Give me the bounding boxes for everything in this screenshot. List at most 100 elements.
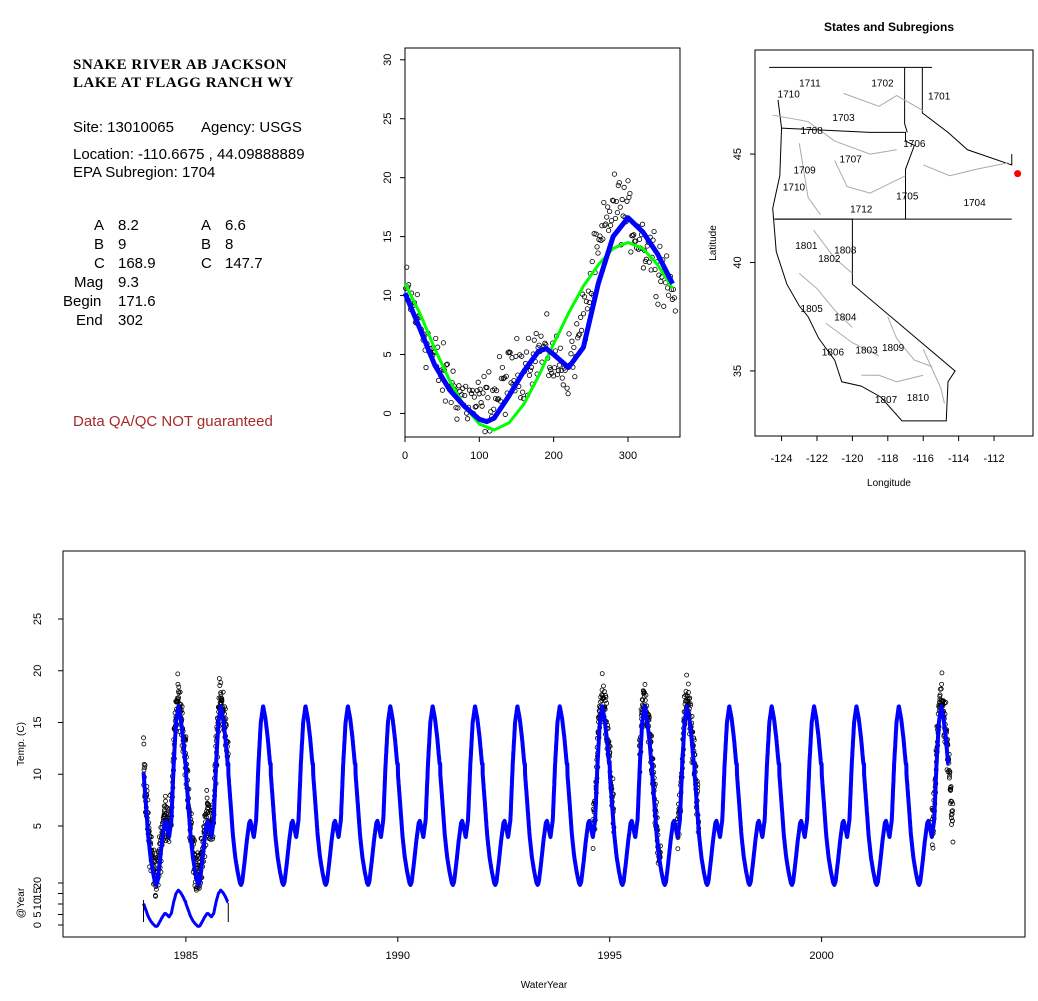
data-point (683, 688, 689, 694)
subregion-border (813, 229, 853, 274)
x-tick-label: 1990 (386, 950, 410, 962)
data-point (950, 839, 956, 845)
y2-tick-label: 10 (32, 898, 44, 910)
param-value: 8 (225, 236, 234, 253)
y-tick-label: 5 (382, 351, 394, 357)
region-label: 1808 (834, 246, 857, 257)
data-point (456, 383, 462, 389)
y-tick-label: 25 (32, 613, 44, 625)
region-label: 1703 (832, 113, 855, 124)
region-label: 1803 (855, 345, 878, 356)
region-label: 1810 (907, 393, 930, 404)
data-point (486, 369, 492, 375)
y2-tick-label: 0 (32, 922, 44, 928)
data-point (496, 353, 503, 360)
param-key: B (201, 236, 212, 253)
subregion-label: EPA Subregion: 1704 (73, 164, 216, 181)
data-point (514, 335, 520, 342)
data-point (175, 681, 181, 687)
data-point (564, 385, 570, 391)
data-point (531, 337, 537, 343)
data-point (615, 182, 621, 189)
data-point (585, 288, 591, 294)
region-label: 1705 (896, 191, 919, 202)
region-label: 1710 (778, 89, 801, 100)
data-point (423, 364, 429, 371)
y-tick-label: 45 (732, 148, 744, 160)
data-point (471, 394, 477, 400)
region-label: 1801 (795, 241, 818, 252)
y-tick-label: 40 (732, 256, 744, 268)
ts-ylabel: Temp. (C) (16, 722, 27, 766)
data-point (599, 671, 605, 677)
param-value: 8.2 (118, 217, 139, 234)
data-point (655, 301, 661, 307)
param-value: 9.3 (118, 274, 139, 291)
data-point (222, 706, 228, 712)
data-point (163, 798, 168, 804)
data-point (664, 253, 670, 259)
data-point (625, 178, 631, 184)
data-point (523, 349, 530, 355)
y2-tick-label: 20 (32, 877, 44, 889)
data-point (583, 298, 590, 305)
y2-tick-label: 5 (32, 911, 44, 917)
data-point (565, 391, 571, 397)
data-point (162, 793, 168, 799)
data-point (627, 190, 633, 197)
x-tick-label: -122 (806, 453, 828, 465)
param-value: 147.7 (225, 255, 263, 272)
x-tick-label: 200 (544, 450, 562, 462)
region-label: 1711 (799, 79, 821, 90)
data-point (578, 327, 585, 333)
data-point (581, 294, 588, 300)
data-point (442, 398, 448, 404)
points-group (403, 171, 678, 435)
data-point (204, 814, 209, 820)
region-label: 1805 (801, 304, 824, 315)
data-point (448, 399, 454, 406)
data-point (478, 400, 484, 406)
agency-label: Agency: USGS (201, 119, 302, 136)
data-point (619, 196, 625, 203)
data-point (684, 672, 690, 678)
data-point (604, 700, 610, 706)
data-point (216, 676, 222, 681)
y-tick-label: 25 (382, 113, 394, 125)
y-tick-label: 20 (382, 172, 394, 184)
data-point (526, 372, 533, 378)
data-point (628, 249, 634, 255)
data-point (621, 184, 627, 190)
data-point (598, 699, 603, 705)
subregion-border (922, 349, 945, 404)
param-key: End (76, 312, 103, 329)
data-point (636, 236, 643, 242)
region-label: 1709 (793, 165, 816, 176)
region-label: 1806 (822, 347, 845, 358)
subregion-border (772, 114, 897, 155)
x-tick-label: 0 (402, 450, 408, 462)
ts-xlabel: WaterYear (521, 980, 568, 991)
data-point (141, 767, 147, 773)
data-point (939, 670, 945, 676)
data-point (414, 291, 420, 298)
data-point (142, 762, 148, 768)
data-point (608, 218, 615, 224)
data-point (219, 698, 225, 704)
data-point (604, 214, 610, 220)
data-point (548, 367, 554, 373)
data-point (640, 265, 647, 271)
data-point (166, 839, 172, 844)
x-tick-label: -118 (877, 453, 898, 465)
data-point (218, 680, 224, 686)
param-key: Mag (74, 274, 104, 291)
data-point (505, 350, 511, 356)
data-point (450, 368, 456, 374)
subregion-border (825, 322, 880, 357)
x-tick-label: -124 (771, 453, 793, 465)
y-tick-label: 10 (32, 768, 44, 780)
data-point (469, 387, 476, 393)
data-point (468, 390, 475, 397)
fit-line-blue (402, 215, 675, 425)
